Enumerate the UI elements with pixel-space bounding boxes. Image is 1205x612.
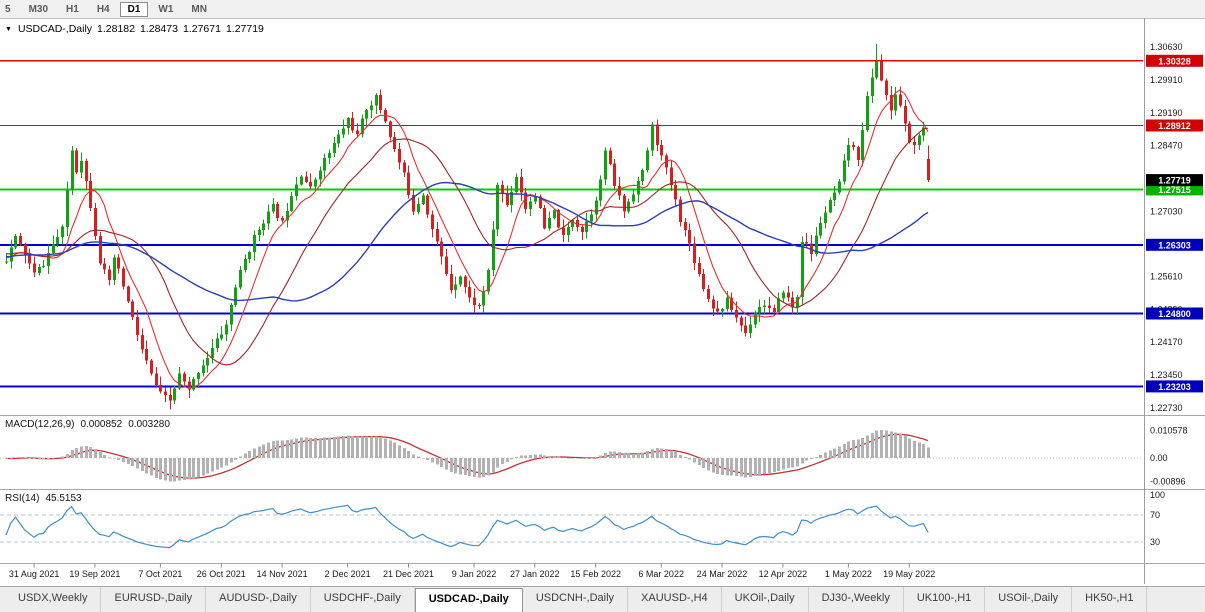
timeframe-w1[interactable]: W1: [158, 3, 174, 15]
ohlc-low: 1.27671: [182, 23, 221, 35]
rsi-indicator-label: RSI(14) 45.5153: [5, 493, 82, 504]
chart-tabs: USDX,Weekly EURUSD-,Daily AUDUSD-,Daily USD…: [0, 586, 1205, 612]
tab-dj30-weekly[interactable]: DJ30-,Weekly: [809, 587, 904, 612]
tab-usdcnh-daily[interactable]: USDCNH-,Daily: [523, 587, 629, 612]
svg-text:1.28912: 1.28912: [1158, 121, 1191, 131]
macd-histogram: [5, 430, 930, 482]
svg-text:31 Aug 2021: 31 Aug 2021: [9, 569, 60, 579]
macd-indicator-label: MACD(12,26,9) 0.000852 0.003280: [5, 419, 170, 430]
tab-xauusd-h4[interactable]: XAUUSD-,H4: [628, 587, 722, 612]
tab-eurusd-daily[interactable]: EURUSD-,Daily: [101, 587, 207, 612]
svg-text:7 Oct 2021: 7 Oct 2021: [138, 569, 182, 579]
ohlc-high: 1.28473: [140, 23, 178, 35]
svg-text:1.27719: 1.27719: [1158, 176, 1191, 186]
timeframe-5[interactable]: 5: [5, 3, 11, 15]
rsi-value: 45.5153: [45, 493, 82, 504]
svg-text:19 May 2022: 19 May 2022: [883, 569, 935, 579]
price-axis[interactable]: 1.306301.299101.291901.284701.277501.270…: [1146, 42, 1203, 413]
rsi-panel: 100 70 30: [0, 490, 1165, 549]
svg-text:1.30630: 1.30630: [1150, 42, 1183, 52]
svg-text:15 Feb 2022: 15 Feb 2022: [570, 569, 621, 579]
svg-text:19 Sep 2021: 19 Sep 2021: [69, 569, 120, 579]
time-axis[interactable]: 31 Aug 2021 19 Sep 2021 7 Oct 2021 26 Oct 2…: [9, 563, 935, 580]
rsi-name: RSI(14): [5, 493, 40, 504]
svg-text:1.27515: 1.27515: [1158, 185, 1191, 195]
tab-usdcad-daily[interactable]: USDCAD-,Daily: [414, 588, 523, 612]
tab-hk50-h1[interactable]: HK50-,H1: [1072, 587, 1148, 612]
svg-text:30: 30: [1150, 537, 1160, 547]
svg-text:1.23203: 1.23203: [1158, 382, 1191, 392]
svg-text:70: 70: [1150, 510, 1160, 520]
svg-text:-0.00896: -0.00896: [1150, 476, 1186, 486]
moving-averages: [5, 89, 929, 389]
svg-text:26 Oct 2021: 26 Oct 2021: [197, 569, 246, 579]
candles: [5, 43, 930, 410]
macd-value-main: 0.000852: [80, 419, 123, 430]
timeframe-d1[interactable]: D1: [119, 1, 149, 17]
ohlc-open: 1.28182: [97, 23, 135, 35]
timeframe-toolbar: 5 M30 H1 H4 D1 W1 MN: [0, 0, 1205, 19]
macd-name: MACD(12,26,9): [5, 419, 75, 430]
svg-text:0.00: 0.00: [1150, 453, 1168, 463]
svg-text:1.28470: 1.28470: [1150, 141, 1183, 151]
svg-text:9 Jan 2022: 9 Jan 2022: [452, 569, 497, 579]
rsi-line: [5, 504, 929, 549]
timeframe-m30[interactable]: M30: [28, 3, 49, 15]
svg-text:1 May 2022: 1 May 2022: [825, 569, 872, 579]
svg-text:1.30328: 1.30328: [1158, 56, 1191, 66]
timeframe-h4[interactable]: H4: [96, 3, 110, 15]
svg-text:6 Mar 2022: 6 Mar 2022: [638, 569, 684, 579]
svg-text:24 Mar 2022: 24 Mar 2022: [697, 569, 748, 579]
svg-text:1.24800: 1.24800: [1158, 309, 1191, 319]
svg-text:1.26303: 1.26303: [1158, 240, 1191, 250]
tab-ukoil-daily[interactable]: UKOil-,Daily: [722, 587, 809, 612]
tab-usoil-daily[interactable]: USOil-,Daily: [985, 587, 1073, 612]
ohlc-close: 1.27719: [225, 23, 264, 35]
panel-separators: [0, 18, 1205, 584]
svg-text:1.29190: 1.29190: [1150, 108, 1183, 118]
svg-text:1.27030: 1.27030: [1150, 207, 1183, 217]
ma-21-line: [5, 127, 929, 366]
ma-8-line: [5, 89, 929, 389]
svg-text:1.23450: 1.23450: [1150, 370, 1183, 380]
svg-text:1.22730: 1.22730: [1150, 403, 1183, 413]
tab-usdx-weekly[interactable]: USDX,Weekly: [5, 587, 102, 612]
svg-text:27 Jan 2022: 27 Jan 2022: [510, 569, 560, 579]
svg-text:2 Dec 2021: 2 Dec 2021: [325, 569, 371, 579]
svg-text:1.29910: 1.29910: [1150, 75, 1183, 85]
svg-text:1.24170: 1.24170: [1150, 337, 1183, 347]
timeframe-h1[interactable]: H1: [66, 3, 79, 15]
tab-uk100-h1[interactable]: UK100-,H1: [904, 587, 986, 612]
svg-text:21 Dec 2021: 21 Dec 2021: [383, 569, 434, 579]
ma-45-line: [5, 181, 929, 302]
tab-usdchf-daily[interactable]: USDCHF-,Daily: [311, 587, 415, 612]
macd-value-signal: 0.003280: [128, 419, 170, 430]
svg-text:12 Apr 2022: 12 Apr 2022: [759, 569, 808, 579]
collapse-triangle-icon[interactable]: ▼: [5, 25, 12, 33]
svg-text:14 Nov 2021: 14 Nov 2021: [257, 569, 308, 579]
svg-text:0.010578: 0.010578: [1150, 425, 1188, 435]
svg-text:100: 100: [1150, 490, 1165, 500]
chart-title: ▼ USDCAD-,Daily 1.28182 1.28473 1.27671 …: [5, 23, 264, 35]
tab-audusd-daily[interactable]: AUDUSD-,Daily: [206, 587, 311, 612]
chart-symbol-label: USDCAD-,Daily: [17, 23, 93, 35]
timeframe-mn[interactable]: MN: [191, 3, 207, 15]
candlestick-chart[interactable]: 1.306301.299101.291901.284701.277501.270…: [0, 18, 1205, 584]
svg-text:1.25610: 1.25610: [1150, 271, 1183, 281]
